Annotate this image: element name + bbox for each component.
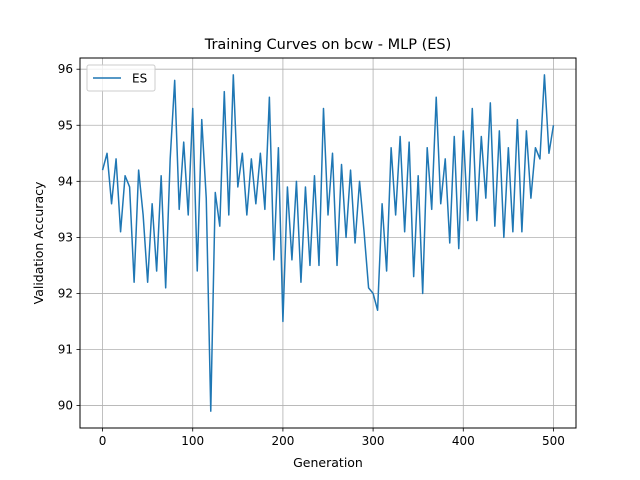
x-axis-title: Generation bbox=[293, 455, 363, 470]
x-tick-label: 400 bbox=[452, 434, 475, 448]
axis-ticks: 0 100 200 300 400 500 90 91 92 93 94 95 96 bbox=[58, 62, 565, 448]
x-tick-label: 300 bbox=[362, 434, 385, 448]
x-tick-label: 200 bbox=[271, 434, 294, 448]
y-tick-label: 96 bbox=[58, 62, 73, 76]
y-tick-label: 93 bbox=[58, 230, 73, 244]
series-line-es bbox=[101, 74, 555, 412]
legend-label-es: ES bbox=[132, 72, 147, 86]
y-tick-label: 95 bbox=[58, 118, 73, 132]
x-tick-label: 0 bbox=[99, 434, 107, 448]
x-tick-label: 100 bbox=[181, 434, 204, 448]
y-tick-label: 92 bbox=[58, 286, 73, 300]
y-tick-label: 90 bbox=[58, 399, 73, 413]
legend: ES bbox=[86, 64, 156, 92]
plot-frame bbox=[79, 57, 577, 429]
x-tick-label: 500 bbox=[542, 434, 565, 448]
y-axis-title: Validation Accuracy bbox=[31, 181, 46, 304]
chart-title: Training Curves on bcw - MLP (ES) bbox=[204, 37, 452, 53]
y-tick-label: 91 bbox=[58, 343, 73, 357]
y-tick-label: 94 bbox=[58, 174, 73, 188]
series-layer bbox=[101, 74, 555, 412]
